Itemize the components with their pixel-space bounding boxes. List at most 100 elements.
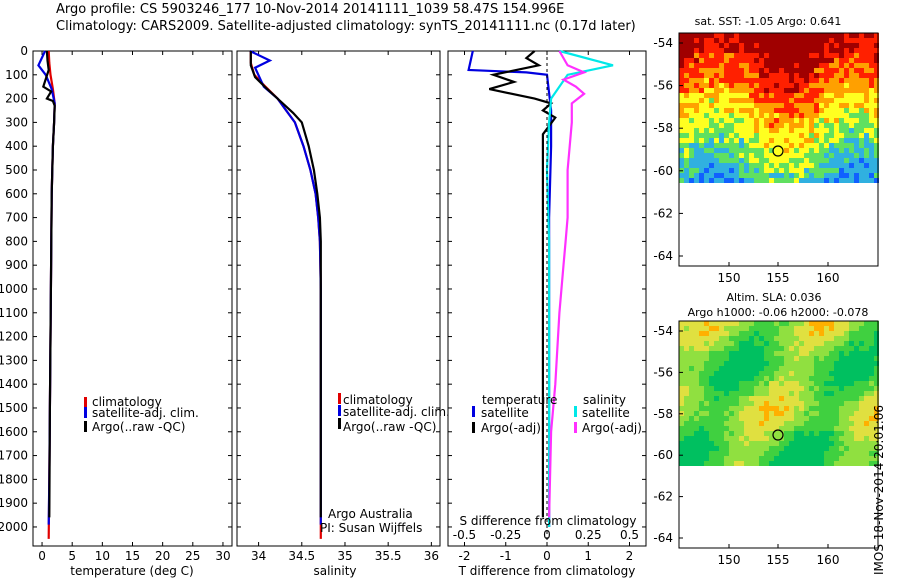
map-cell bbox=[784, 93, 789, 98]
map-cell bbox=[859, 153, 864, 158]
map-cell bbox=[809, 38, 814, 43]
map-cell bbox=[839, 53, 844, 58]
map-cell bbox=[724, 376, 729, 381]
map-cell bbox=[734, 98, 739, 103]
map-cell bbox=[794, 391, 799, 396]
map-cell bbox=[799, 123, 804, 128]
map-cell bbox=[699, 461, 704, 466]
map-cell bbox=[704, 78, 709, 83]
map-cell bbox=[849, 63, 854, 68]
map-cell bbox=[789, 53, 794, 58]
map-cell bbox=[859, 431, 864, 436]
map-cell bbox=[829, 78, 834, 83]
map-cell bbox=[829, 153, 834, 158]
map-cell bbox=[784, 416, 789, 421]
map-cell bbox=[749, 431, 754, 436]
map-cell bbox=[854, 38, 859, 43]
map-cell bbox=[809, 376, 814, 381]
map-cell bbox=[814, 73, 819, 78]
map-cell bbox=[829, 53, 834, 58]
map-cell bbox=[789, 48, 794, 53]
map-cell bbox=[799, 73, 804, 78]
map-cell bbox=[754, 133, 759, 138]
map-cell bbox=[774, 361, 779, 366]
map-cell bbox=[839, 436, 844, 441]
map-cell bbox=[839, 143, 844, 148]
map-cell bbox=[729, 178, 734, 183]
map-cell bbox=[824, 361, 829, 366]
map-cell bbox=[739, 173, 744, 178]
map-cell bbox=[794, 38, 799, 43]
map-cell bbox=[739, 48, 744, 53]
map-cell bbox=[719, 43, 724, 48]
map-cell bbox=[769, 326, 774, 331]
map-cell bbox=[834, 118, 839, 123]
map-cell bbox=[764, 406, 769, 411]
map-cell bbox=[684, 48, 689, 53]
map-cell bbox=[839, 456, 844, 461]
map-cell bbox=[744, 326, 749, 331]
map-cell bbox=[829, 386, 834, 391]
map-cell bbox=[844, 173, 849, 178]
map-cell bbox=[704, 396, 709, 401]
map-cell bbox=[794, 321, 799, 326]
map-cell bbox=[709, 178, 714, 183]
map-cell bbox=[754, 153, 759, 158]
map-cell bbox=[859, 446, 864, 451]
map-cell bbox=[764, 48, 769, 53]
map-cell bbox=[874, 431, 879, 436]
map-cell bbox=[839, 118, 844, 123]
map-cell bbox=[769, 83, 774, 88]
map-cell bbox=[734, 103, 739, 108]
map-cell bbox=[829, 441, 834, 446]
map-cell bbox=[749, 138, 754, 143]
map-cell bbox=[824, 108, 829, 113]
map-cell bbox=[714, 446, 719, 451]
map-cell bbox=[834, 386, 839, 391]
map-cell bbox=[779, 113, 784, 118]
map-cell bbox=[839, 366, 844, 371]
imos-timestamp: IMOS 18-Nov-2014 20:01:06 bbox=[872, 404, 886, 575]
map-cell bbox=[749, 113, 754, 118]
map-cell bbox=[709, 83, 714, 88]
map-cell bbox=[749, 331, 754, 336]
map-cell bbox=[869, 356, 874, 361]
map-cell bbox=[679, 361, 684, 366]
map-cell bbox=[809, 341, 814, 346]
map-cell bbox=[739, 98, 744, 103]
map-cell bbox=[804, 33, 809, 38]
map-cell bbox=[704, 451, 709, 456]
map-cell bbox=[729, 336, 734, 341]
map-cell bbox=[834, 451, 839, 456]
map-cell bbox=[799, 158, 804, 163]
map-cell bbox=[789, 356, 794, 361]
map-cell bbox=[769, 123, 774, 128]
map-cell bbox=[794, 123, 799, 128]
map-cell bbox=[759, 446, 764, 451]
map-cell bbox=[809, 416, 814, 421]
map-cell bbox=[759, 441, 764, 446]
map-cell bbox=[739, 153, 744, 158]
map-cell bbox=[684, 396, 689, 401]
map-cell bbox=[799, 326, 804, 331]
map-cell bbox=[729, 118, 734, 123]
map-cell bbox=[734, 331, 739, 336]
map-cell bbox=[839, 73, 844, 78]
map-cell bbox=[679, 73, 684, 78]
map-cell bbox=[769, 421, 774, 426]
map-cell bbox=[699, 103, 704, 108]
map-cell bbox=[839, 148, 844, 153]
map-cell bbox=[794, 341, 799, 346]
map-cell bbox=[699, 53, 704, 58]
map-cell bbox=[764, 326, 769, 331]
map-cell bbox=[704, 178, 709, 183]
map-cell bbox=[874, 88, 879, 93]
map-cell bbox=[759, 341, 764, 346]
map-cell bbox=[809, 461, 814, 466]
map-cell bbox=[834, 43, 839, 48]
map-cell bbox=[699, 88, 704, 93]
map-cell bbox=[824, 386, 829, 391]
map-cell bbox=[729, 326, 734, 331]
map-cell bbox=[689, 431, 694, 436]
map-cell bbox=[709, 63, 714, 68]
